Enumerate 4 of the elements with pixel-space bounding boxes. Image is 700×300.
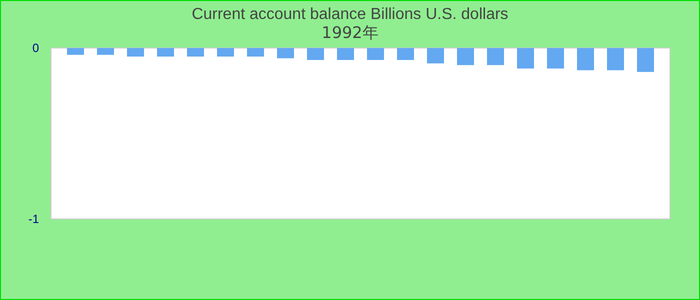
y-tick-label: -1 bbox=[28, 212, 40, 226]
chart-title: Current account balance Billions U.S. dollars bbox=[192, 6, 508, 23]
chart-subtitle: 1992年 bbox=[322, 23, 378, 42]
y-tick-label: 0 bbox=[32, 41, 40, 55]
